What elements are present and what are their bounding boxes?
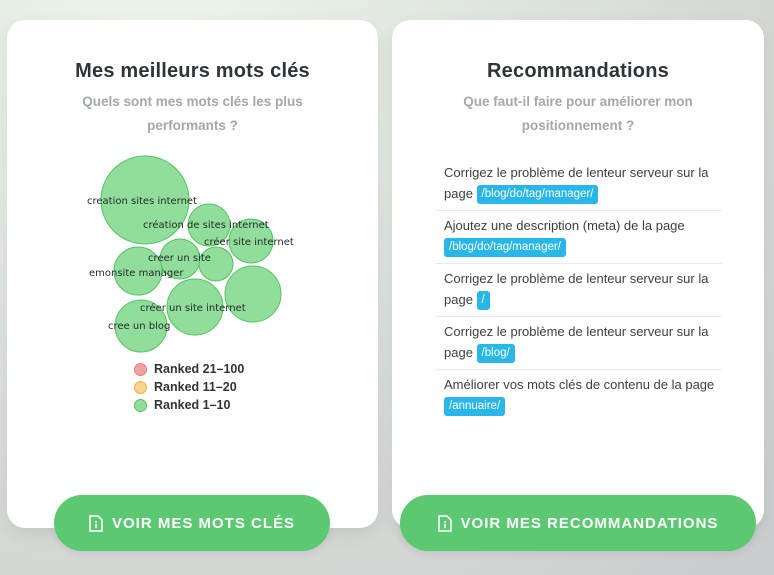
bubble-label: emonsite manager	[89, 268, 184, 279]
view-recommendations-button[interactable]: VOIR MES RECOMMANDATIONS	[400, 495, 756, 551]
keyword-bubble[interactable]	[166, 278, 224, 336]
legend-label: Ranked 11–20	[154, 380, 237, 394]
view-keywords-label: VOIR MES MOTS CLÉS	[111, 514, 295, 532]
keywords-card: Mes meilleurs mots clés Quels sont mes m…	[7, 20, 378, 528]
keywords-subtitle: Quels sont mes mots clés les plus perfor…	[82, 94, 303, 133]
page-tag[interactable]: /annuaire/	[444, 397, 506, 417]
recommendation-text: Ajoutez une description (meta) de la pag…	[444, 218, 685, 234]
keyword-bubble-chart: creation sites internet création de site…	[87, 155, 294, 353]
recommendation-text: Corrigez le problème de lenteur serveur …	[444, 165, 709, 201]
page-tag[interactable]: /blog/do/tag/manager/	[444, 238, 566, 258]
green-dot-icon	[134, 398, 147, 412]
bubble-label: créer site internet	[204, 236, 294, 248]
keyword-bubble[interactable]	[224, 265, 282, 323]
legend-item-ranked-11-20: Ranked 11–20	[134, 378, 244, 396]
page-tag[interactable]: /	[476, 291, 490, 311]
keyword-bubble[interactable]	[187, 203, 231, 247]
recommendations-list: Corrigez le problème de lenteur serveur …	[436, 158, 722, 422]
legend-label: Ranked 1–10	[154, 398, 231, 412]
legend-item-ranked-21-100: Ranked 21–100	[134, 360, 244, 378]
red-dot-icon	[134, 362, 147, 376]
recommendations-title: Recommandations	[487, 60, 669, 82]
document-info-icon	[437, 514, 452, 532]
keyword-bubble[interactable]	[228, 218, 274, 264]
bubble-label: création de sites internet	[143, 219, 269, 231]
keyword-bubble[interactable]	[198, 246, 234, 282]
recommendation-item: Corrigez le problème de lenteur serveur …	[436, 158, 722, 212]
keyword-bubble[interactable]	[114, 299, 168, 353]
orange-dot-icon	[134, 380, 147, 394]
bubble-label: creer un site	[148, 253, 211, 264]
legend-item-ranked-1-10: Ranked 1–10	[134, 396, 244, 414]
recommendation-item: Améliorer vos mots clés de contenu de la…	[436, 370, 722, 422]
keywords-title: Mes meilleurs mots clés	[75, 60, 310, 82]
page-tag[interactable]: /blog/	[476, 344, 515, 364]
recommendation-item: Ajoutez une description (meta) de la pag…	[436, 211, 722, 265]
bubble-label: cree un blog	[108, 321, 170, 332]
view-keywords-button[interactable]: VOIR MES MOTS CLÉS	[54, 495, 330, 551]
keyword-bubble[interactable]	[100, 155, 190, 245]
recommendation-text: Corrigez le problème de lenteur serveur …	[444, 324, 709, 361]
recommendations-subtitle: Que faut-il faire pour améliorer mon pos…	[463, 94, 693, 133]
recommendation-text: Corrigez le problème de lenteur serveur …	[444, 271, 709, 308]
document-info-icon	[89, 514, 103, 532]
legend-label: Ranked 21–100	[154, 362, 245, 376]
rank-legend: Ranked 21–100 Ranked 11–20 Ranked 1–10	[134, 360, 244, 414]
keyword-bubble[interactable]	[113, 246, 163, 296]
recommendation-item: Corrigez le problème de lenteur serveur …	[436, 264, 722, 318]
view-recommendations-label: VOIR MES RECOMMANDATIONS	[460, 514, 719, 532]
recommendation-text: Améliorer vos mots clés de contenu de la…	[444, 377, 715, 393]
page-tag[interactable]: /blog/do/tag/manager/	[476, 185, 599, 205]
recommendation-item: Corrigez le problème de lenteur serveur …	[436, 317, 722, 371]
bubble-label: creation sites internet	[87, 196, 197, 207]
bubble-label: créer un site internet	[140, 302, 246, 314]
recommendations-card: Recommandations Que faut-il faire pour a…	[392, 20, 764, 528]
